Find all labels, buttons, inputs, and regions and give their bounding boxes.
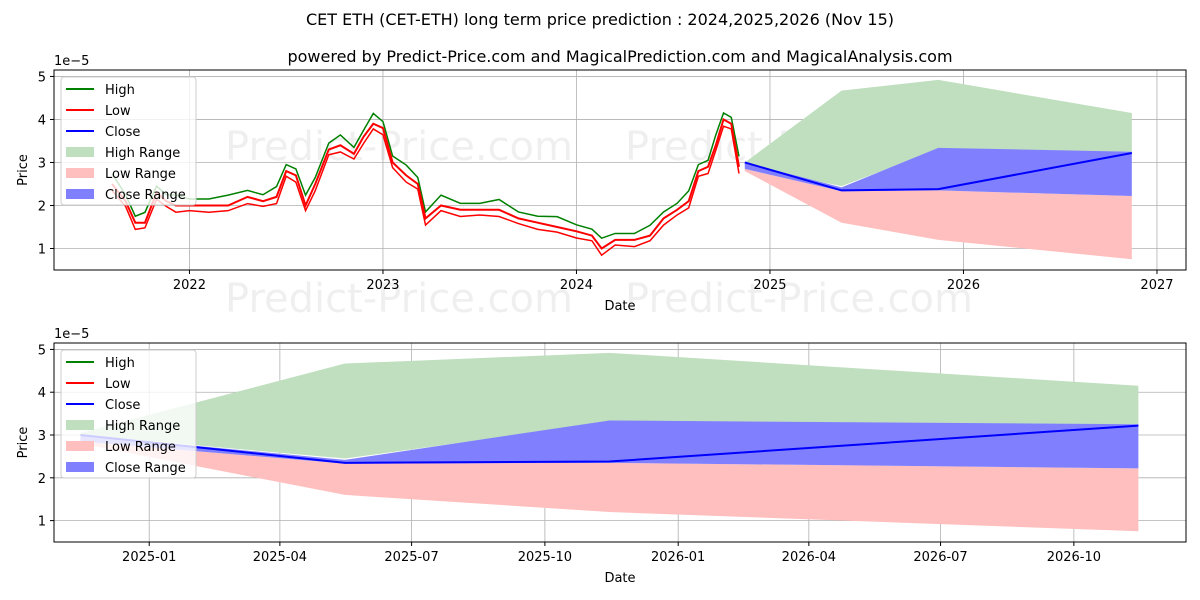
y-tick-label: 5 — [38, 343, 46, 358]
legend-label: High — [105, 83, 135, 98]
legend-label: High — [105, 356, 135, 371]
legend-swatch — [66, 147, 94, 157]
y-tick-label: 3 — [38, 156, 46, 171]
chart-title: CET ETH (CET-ETH) long term price predic… — [306, 10, 894, 29]
chart-subtitle: powered by Predict-Price.com and Magical… — [287, 47, 952, 66]
legend-label: High Range — [105, 419, 180, 434]
watermark: Predict-Price.com — [625, 276, 973, 322]
low-price-line — [111, 125, 740, 257]
x-axis-label: Date — [604, 299, 635, 314]
legend-swatch — [66, 462, 94, 472]
legend-swatch — [66, 420, 94, 430]
watermark: Predict-Price.com — [225, 124, 573, 170]
legend: High Low Close High Range Low Range Close Ran… — [60, 349, 197, 479]
legend-swatch — [66, 168, 94, 178]
legend-label: Close — [105, 125, 140, 140]
x-tick-label: 2025-07 — [384, 550, 438, 565]
x-tick-label: 2027 — [1140, 278, 1173, 293]
axes-frame — [53, 69, 1187, 271]
y-scale-offset: 1e−5 — [54, 54, 89, 69]
close-range-area — [80, 420, 1139, 469]
x-tick-label: 2026 — [947, 278, 980, 293]
y-tick-label: 5 — [38, 70, 46, 85]
x-tick-label: 2025 — [753, 278, 786, 293]
legend-label: Low Range — [105, 440, 176, 455]
x-tick-label: 2023 — [366, 278, 399, 293]
low-range-area — [80, 441, 1139, 532]
forecast-close-line — [80, 424, 1139, 464]
y-tick-label: 3 — [38, 429, 46, 444]
legend-swatch — [66, 189, 94, 199]
forecast-close-line — [744, 152, 1133, 192]
x-tick-label: 2026-10 — [1047, 550, 1101, 565]
y-tick-label: 4 — [38, 113, 46, 128]
high-range-area — [744, 79, 1132, 187]
close-range-area — [744, 147, 1132, 197]
x-tick-label: 2025-10 — [518, 550, 572, 565]
y-tick-label: 2 — [38, 472, 46, 487]
legend-box — [60, 76, 197, 206]
legend-label: Low — [105, 104, 131, 119]
y-axis-label: Price — [16, 427, 31, 459]
legend-swatch — [66, 441, 94, 451]
x-tick-label: 2026-01 — [651, 550, 705, 565]
x-tick-label: 2025-01 — [122, 550, 176, 565]
legend-label: Low Range — [105, 167, 176, 182]
legend-box — [60, 349, 197, 479]
y-tick-label: 4 — [38, 386, 46, 401]
legend: High Low Close High Range Low Range Close Ran… — [60, 76, 197, 206]
y-tick-label: 1 — [38, 242, 46, 257]
axes-frame — [53, 342, 1187, 543]
legend-label: Close Range — [105, 461, 186, 476]
y-axis-label: Price — [16, 154, 31, 186]
y-scale-offset: 1e−5 — [54, 327, 89, 342]
legend-label: High Range — [105, 146, 180, 161]
legend-label: Close — [105, 398, 140, 413]
legend-label: Low — [105, 377, 131, 392]
panel-forecast-zoom: Predict-Price.comPredict-Price.com2025-0… — [16, 327, 1187, 586]
x-tick-label: 2026-07 — [913, 550, 967, 565]
x-tick-label: 2025-04 — [253, 550, 307, 565]
x-tick-label: 2024 — [560, 278, 593, 293]
high-range-area — [80, 352, 1139, 459]
high-price-line — [111, 111, 740, 240]
low-range-area — [744, 168, 1132, 260]
panel-full-history: Predict-Price.com Predict-Price.com Predic… — [16, 54, 1187, 322]
x-tick-label: 2026-04 — [782, 550, 836, 565]
close-price-line — [111, 117, 740, 250]
watermark: Predict-Price.com — [225, 276, 573, 322]
x-tick-label: 2022 — [173, 278, 206, 293]
y-tick-label: 1 — [38, 515, 46, 530]
legend-label: Close Range — [105, 188, 186, 203]
y-tick-label: 2 — [38, 199, 46, 214]
x-axis-label: Date — [604, 571, 635, 586]
